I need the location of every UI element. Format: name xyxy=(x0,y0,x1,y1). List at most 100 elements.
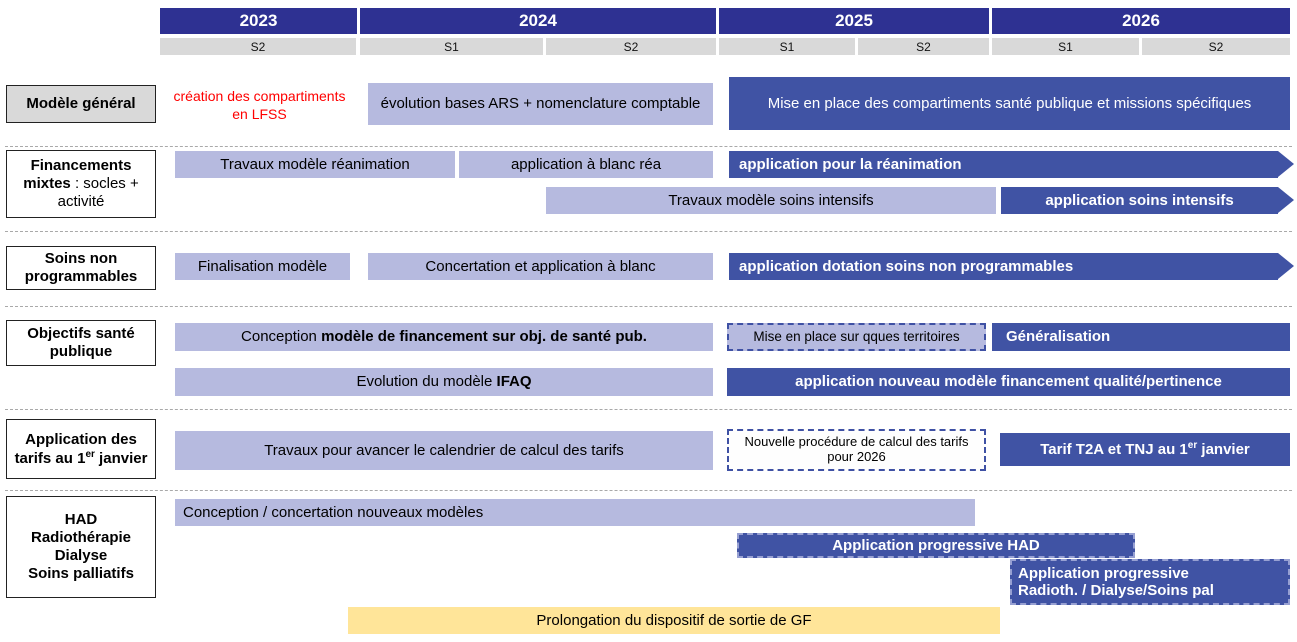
bar-application-progressive-had: Application progressive HAD xyxy=(737,533,1135,558)
bar-label-bold: modèle de financement sur obj. de santé … xyxy=(321,328,647,346)
row-label-text: Application des tarifs au 1er janvier xyxy=(11,431,151,468)
bar-label: Travaux modèle réanimation xyxy=(220,155,410,173)
note-creation-compartiments-lfss: création des compartiments en LFSS xyxy=(172,76,347,134)
semester-2026-s2: S2 xyxy=(1142,38,1290,55)
bar-label: application à blanc réa xyxy=(510,155,662,173)
bar-label: évolution bases ARS + nomenclature compt… xyxy=(380,95,701,113)
bar-mise-en-place-territoires: Mise en place sur qques territoires xyxy=(727,323,986,351)
bar-travaux-soins-intensifs: Travaux modèle soins intensifs xyxy=(546,187,996,214)
row-label-line: HAD xyxy=(64,511,98,528)
bar-application-blanc-rea: application à blanc réa xyxy=(459,151,713,178)
bar-evolution-ifaq: Evolution du modèle IFAQ xyxy=(175,368,713,396)
year-header-2023: 2023 xyxy=(160,8,357,34)
bar-application-dotation-snp: application dotation soins non programma… xyxy=(729,253,1294,280)
bar-application-reanimation: application pour la réanimation xyxy=(729,151,1294,178)
row-label-soins-non-programmables: Soins non programmables xyxy=(6,246,156,290)
bar-label: Application progressive Radioth. / Dialy… xyxy=(1018,565,1214,600)
bar-label: application soins intensifs xyxy=(1045,191,1234,209)
bar-label: Mise en place sur qques territoires xyxy=(753,329,960,345)
row-separator xyxy=(5,490,1292,491)
year-label: 2024 xyxy=(519,11,557,30)
bar-label-line2: Radioth. / Dialyse/Soins pal xyxy=(1018,582,1214,599)
semester-label: S1 xyxy=(779,39,795,54)
year-label: 2026 xyxy=(1122,11,1160,30)
row-label-post: janvier xyxy=(94,449,148,467)
arrow-right-icon xyxy=(1278,253,1294,279)
year-label: 2025 xyxy=(835,11,873,30)
bar-conception-modele-financement: Conception modèle de financement sur obj… xyxy=(175,323,713,351)
bar-label: Travaux modèle soins intensifs xyxy=(668,191,874,209)
bar-label: Evolution du modèle IFAQ xyxy=(356,373,531,390)
note-text: création des compartiments en LFSS xyxy=(173,87,346,122)
bar-label: Finalisation modèle xyxy=(197,257,328,275)
bar-application-modele-qualite: application nouveau modèle financement q… xyxy=(727,368,1290,396)
bar-label: Travaux pour avancer le calendrier de ca… xyxy=(264,441,624,459)
year-header-2024: 2024 xyxy=(360,8,716,34)
row-label-bold: Financements mixtes xyxy=(23,157,132,192)
bar-travaux-modele-reanimation: Travaux modèle réanimation xyxy=(175,151,455,178)
bar-label-line1: Application progressive xyxy=(1018,564,1189,582)
bar-label: application dotation soins non programma… xyxy=(739,257,1074,275)
arrow-right-icon xyxy=(1278,187,1294,213)
semester-2024-s2: S2 xyxy=(546,38,716,55)
bar-application-progressive-radio-dialyse: Application progressive Radioth. / Dialy… xyxy=(1010,559,1290,605)
bar-tarif-t2a-tnj: Tarif T2A et TNJ au 1er janvier xyxy=(1000,433,1290,466)
row-label-had-radiotherapie-dialyse: HAD Radiothérapie Dialyse Soins palliati… xyxy=(6,496,156,598)
row-label-financements-mixtes: Financements mixtes : socles + activité xyxy=(6,150,156,218)
semester-label: S2 xyxy=(250,39,266,54)
bar-application-soins-intensifs: application soins intensifs xyxy=(1001,187,1294,214)
arrow-right-icon xyxy=(1278,151,1294,177)
bar-label-sup: er xyxy=(1187,440,1198,452)
row-label-text: Modèle général xyxy=(26,95,136,112)
bar-label: Nouvelle procédure de calcul des tarifs … xyxy=(744,434,969,464)
row-separator xyxy=(5,231,1292,232)
row-label-application-tarifs: Application des tarifs au 1er janvier xyxy=(6,419,156,479)
bar-label: Conception modèle de financement sur obj… xyxy=(241,328,647,345)
bar-label-post: janvier xyxy=(1197,441,1250,459)
bar-label-pre: Tarif T2A et TNJ au 1 xyxy=(1040,441,1188,459)
year-header-2025: 2025 xyxy=(719,8,989,34)
row-label-text: Soins non programmables xyxy=(24,250,138,285)
semester-2023-s2: S2 xyxy=(160,38,356,55)
semester-2025-s1: S1 xyxy=(719,38,855,55)
bar-label-prefix: Evolution du modèle xyxy=(356,373,497,391)
row-label-text: Objectifs santé publique xyxy=(27,325,135,360)
bar-label: Généralisation xyxy=(1006,328,1111,346)
row-label-rest: : socles + activité xyxy=(57,175,139,210)
bar-label: Concertation et application à blanc xyxy=(425,257,656,275)
bar-concertation-application-blanc: Concertation et application à blanc xyxy=(368,253,713,280)
bar-label: application nouveau modèle financement q… xyxy=(795,373,1222,391)
bar-prolongation-sortie-gf: Prolongation du dispositif de sortie de … xyxy=(348,607,1000,634)
bar-label: application pour la réanimation xyxy=(739,155,962,173)
bar-mise-en-place-compartiments: Mise en place des compartiments santé pu… xyxy=(729,77,1290,130)
bar-label: Application progressive HAD xyxy=(832,536,1040,554)
row-label-line: Radiothérapie xyxy=(30,529,132,546)
semester-label: S1 xyxy=(1058,39,1073,54)
row-label-modele-general: Modèle général xyxy=(6,85,156,123)
row-label-text: Financements mixtes : socles + activité xyxy=(11,157,151,211)
semester-2026-s1: S1 xyxy=(992,38,1139,55)
semester-label: S1 xyxy=(444,39,459,54)
semester-label: S2 xyxy=(623,39,639,54)
semester-2024-s1: S1 xyxy=(360,38,543,55)
bar-nouvelle-procedure-tarifs: Nouvelle procédure de calcul des tarifs … xyxy=(727,429,986,471)
row-label-line: Dialyse xyxy=(54,547,108,564)
row-label-sup: er xyxy=(85,448,95,460)
row-label-line: Soins palliatifs xyxy=(28,565,134,582)
bar-label: Prolongation du dispositif de sortie de … xyxy=(536,611,812,629)
semester-label: S2 xyxy=(1208,39,1224,54)
row-label-pre: Application des tarifs au 1 xyxy=(14,430,137,467)
bar-label: Mise en place des compartiments santé pu… xyxy=(767,94,1252,112)
bar-evolution-bases-ars: évolution bases ARS + nomenclature compt… xyxy=(368,83,713,125)
bar-label: Tarif T2A et TNJ au 1er janvier xyxy=(1040,440,1250,458)
bar-travaux-calendrier-tarifs: Travaux pour avancer le calendrier de ca… xyxy=(175,431,713,470)
semester-2025-s2: S2 xyxy=(858,38,989,55)
bar-label-bold: IFAQ xyxy=(496,373,532,391)
semester-label: S2 xyxy=(916,39,931,54)
year-header-2026: 2026 xyxy=(992,8,1290,34)
bar-label-prefix: Conception xyxy=(241,328,322,346)
bar-finalisation-modele: Finalisation modèle xyxy=(175,253,350,280)
row-separator xyxy=(5,146,1292,147)
row-separator xyxy=(5,409,1292,410)
